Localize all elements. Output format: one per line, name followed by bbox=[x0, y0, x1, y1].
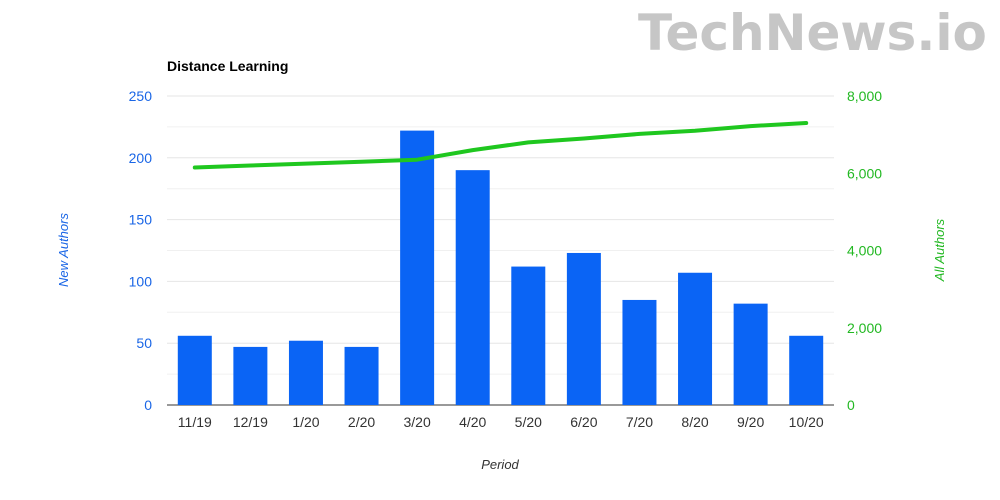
x-axis-ticks: 11/19 12/19 1/20 2/20 3/20 4/20 5/20 6/20 7/20 8/… bbox=[178, 414, 824, 430]
x-tick-label: 2/20 bbox=[348, 414, 375, 430]
y2-tick-label: 2,000 bbox=[847, 320, 882, 336]
y2-tick-label: 0 bbox=[847, 397, 855, 413]
line-series bbox=[192, 121, 809, 170]
x-tick-label: 5/20 bbox=[515, 414, 542, 430]
bar bbox=[177, 335, 212, 405]
x-tick-label: 12/19 bbox=[233, 414, 268, 430]
y-tick-label: 0 bbox=[144, 397, 152, 413]
chart-title: Distance Learning bbox=[167, 58, 288, 74]
y-tick-label: 150 bbox=[129, 212, 153, 228]
x-tick-label: 1/20 bbox=[292, 414, 319, 430]
series-line bbox=[192, 121, 809, 170]
bar bbox=[622, 299, 657, 405]
bar bbox=[733, 303, 768, 405]
bar bbox=[455, 170, 490, 405]
watermark-logo: TechNews.io bbox=[638, 4, 987, 62]
right-axis-ticks: 0 2,000 4,000 6,000 8,000 bbox=[847, 88, 882, 413]
x-tick-label: 10/20 bbox=[789, 414, 824, 430]
y2-tick-label: 6,000 bbox=[847, 165, 882, 181]
x-tick-label: 4/20 bbox=[459, 414, 486, 430]
y-tick-label: 50 bbox=[136, 335, 152, 351]
x-tick-label: 8/20 bbox=[681, 414, 708, 430]
bar-series bbox=[177, 130, 824, 405]
y-axis-label: New Authors bbox=[56, 213, 71, 287]
bar bbox=[400, 130, 435, 405]
y2-axis-label: All Authors bbox=[932, 218, 947, 282]
y2-tick-label: 8,000 bbox=[847, 88, 882, 104]
y2-tick-label: 4,000 bbox=[847, 243, 882, 259]
left-axis-ticks: 0 50 100 150 200 250 bbox=[129, 88, 153, 413]
y-tick-label: 250 bbox=[129, 88, 153, 104]
x-tick-label: 3/20 bbox=[404, 414, 431, 430]
bar bbox=[511, 266, 546, 405]
bar bbox=[566, 252, 601, 405]
x-tick-label: 11/19 bbox=[178, 414, 212, 430]
bar bbox=[789, 335, 824, 405]
x-tick-label: 6/20 bbox=[570, 414, 597, 430]
bar bbox=[344, 346, 379, 405]
x-tick-label: 9/20 bbox=[737, 414, 764, 430]
y-tick-label: 200 bbox=[129, 150, 153, 166]
x-tick-label: 7/20 bbox=[626, 414, 653, 430]
x-axis-label: Period bbox=[481, 457, 519, 472]
bar bbox=[678, 272, 713, 405]
bar bbox=[288, 340, 323, 405]
y-tick-label: 100 bbox=[129, 273, 153, 289]
bar bbox=[233, 346, 268, 405]
